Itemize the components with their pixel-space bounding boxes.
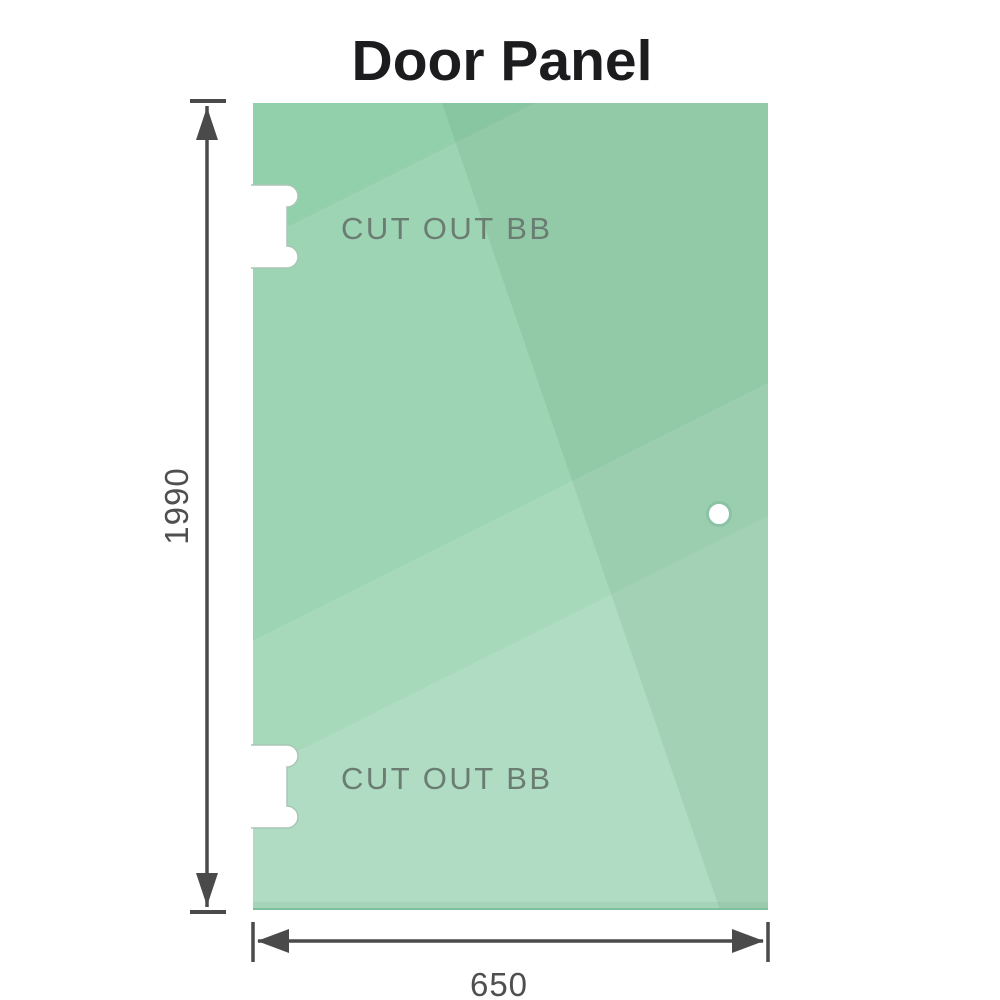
glass-bottom-edge-shade	[253, 902, 768, 910]
height-dimension	[190, 99, 226, 914]
cutout-label-top: CUT OUT BB	[341, 211, 553, 246]
glass-panel	[253, 103, 768, 910]
width-dim-arrow-right-icon	[732, 929, 764, 953]
height-dim-value: 1990	[158, 467, 195, 544]
hinge-cutout-top	[251, 184, 299, 269]
width-dim-value: 650	[470, 966, 528, 1000]
glass-reflection-bands	[253, 103, 768, 910]
width-dim-arrow-left-icon	[257, 929, 289, 953]
hinge-cutout-bottom	[251, 744, 299, 829]
handle-hole-icon	[706, 501, 732, 527]
glass-shade-overlay	[442, 103, 768, 910]
height-dim-arrow-down-icon	[196, 873, 218, 906]
cutout-label-bottom: CUT OUT BB	[341, 761, 553, 796]
page-title: Door Panel	[352, 29, 653, 93]
height-dim-arrow-up-icon	[196, 107, 218, 140]
width-dimension	[251, 922, 770, 962]
hinge-cutouts	[251, 184, 299, 829]
